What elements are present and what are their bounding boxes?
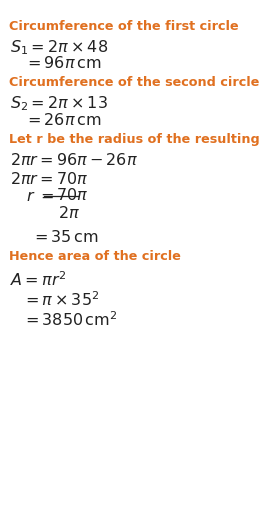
Text: $2\pi r = 70\pi$: $2\pi r = 70\pi$ <box>10 171 88 187</box>
Text: $S_2 = 2\pi \times 13$: $S_2 = 2\pi \times 13$ <box>10 94 108 113</box>
Text: Circumference of the first circle: Circumference of the first circle <box>9 20 238 32</box>
Text: $2\pi r = 96\pi - 26\pi$: $2\pi r = 96\pi - 26\pi$ <box>10 152 138 167</box>
Text: $2\pi$: $2\pi$ <box>57 205 80 221</box>
Text: $= 26\pi\,\mathrm{cm}$: $= 26\pi\,\mathrm{cm}$ <box>24 112 101 128</box>
Text: $= 35\,\mathrm{cm}$: $= 35\,\mathrm{cm}$ <box>31 229 99 245</box>
Text: $= 3850\,\mathrm{cm}^2$: $= 3850\,\mathrm{cm}^2$ <box>22 311 118 329</box>
Text: $A = \pi r^2$: $A = \pi r^2$ <box>10 270 67 289</box>
Text: $= 96\pi\,\mathrm{cm}$: $= 96\pi\,\mathrm{cm}$ <box>24 55 101 71</box>
Text: Hence area of the circle: Hence area of the circle <box>9 250 181 263</box>
Text: $= \pi \times 35^2$: $= \pi \times 35^2$ <box>22 290 100 309</box>
Text: $S_1 = 2\pi \times 48$: $S_1 = 2\pi \times 48$ <box>10 38 108 57</box>
Text: $r\;=\;$: $r\;=\;$ <box>26 189 54 204</box>
Text: Let r be the radius of the resulting circle.: Let r be the radius of the resulting cir… <box>9 133 260 146</box>
Text: $70\pi$: $70\pi$ <box>56 188 88 204</box>
Text: Circumference of the second circle: Circumference of the second circle <box>9 76 259 89</box>
